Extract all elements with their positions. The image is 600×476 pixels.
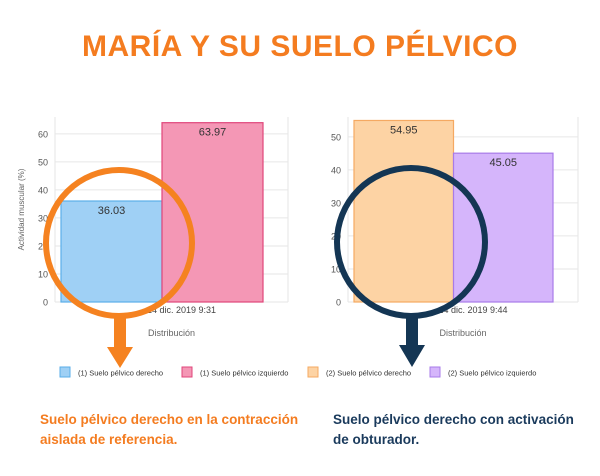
x-axis-label: Distribución bbox=[439, 328, 486, 338]
y-tick-label: 0 bbox=[43, 298, 48, 308]
chart-left: 0 10 20 30 40 50 60 36.03 63.97 14 dic. 2019 9:31… bbox=[17, 117, 289, 338]
arrow-down-icon bbox=[107, 317, 133, 368]
bar bbox=[452, 152, 554, 303]
y-tick-label: 10 bbox=[38, 269, 48, 279]
y-tick-label: 0 bbox=[336, 298, 341, 308]
arrow-down-icon bbox=[399, 316, 425, 367]
bar bbox=[161, 122, 264, 303]
legend-label: (1) Suelo pélvico derecho bbox=[78, 369, 163, 378]
y-tick-label: 40 bbox=[331, 165, 341, 175]
bar-value-label: 54.95 bbox=[390, 124, 418, 136]
bar-value-label: 45.05 bbox=[489, 157, 517, 169]
x-tick-label: 14 dic. 2019 9:44 bbox=[438, 305, 507, 315]
legend-swatch bbox=[307, 366, 319, 378]
caption-left: Suelo pélvico derecho en la contracción … bbox=[40, 412, 299, 447]
y-axis-label: Actividad muscular (%) bbox=[17, 168, 26, 250]
legend-swatch bbox=[59, 366, 71, 378]
y-tick-label: 20 bbox=[38, 241, 48, 251]
y-tick-label: 30 bbox=[331, 198, 341, 208]
y-tick-label: 50 bbox=[331, 132, 341, 142]
caption-right: Suelo pélvico derecho con activación de … bbox=[333, 412, 574, 447]
legend-swatch bbox=[429, 366, 441, 378]
bar-value-label: 63.97 bbox=[199, 127, 227, 139]
y-tick-label: 60 bbox=[38, 129, 48, 139]
y-tick-label: 30 bbox=[38, 213, 48, 223]
legend-label: (1) Suelo pélvico izquierdo bbox=[200, 369, 288, 378]
legend-label: (2) Suelo pélvico izquierdo bbox=[448, 369, 536, 378]
legend-swatch bbox=[181, 366, 193, 378]
bar bbox=[353, 119, 455, 303]
y-tick-label: 50 bbox=[38, 157, 48, 167]
y-tick-label: 40 bbox=[38, 185, 48, 195]
bar-value-label: 36.03 bbox=[98, 205, 126, 217]
legend-label: (2) Suelo pélvico derecho bbox=[326, 369, 411, 378]
x-tick-label: 14 dic. 2019 9:31 bbox=[147, 305, 216, 315]
legend: (1) Suelo pélvico derecho (1) Suelo pélvi… bbox=[59, 366, 536, 378]
page-title: MARÍA Y SU SUELO PÉLVICO bbox=[82, 30, 518, 63]
highlight-circle-left bbox=[43, 167, 195, 319]
annotations bbox=[43, 165, 488, 368]
bar bbox=[60, 200, 163, 303]
y-tick-label: 10 bbox=[331, 264, 341, 274]
x-axis-label: Distribución bbox=[148, 328, 195, 338]
